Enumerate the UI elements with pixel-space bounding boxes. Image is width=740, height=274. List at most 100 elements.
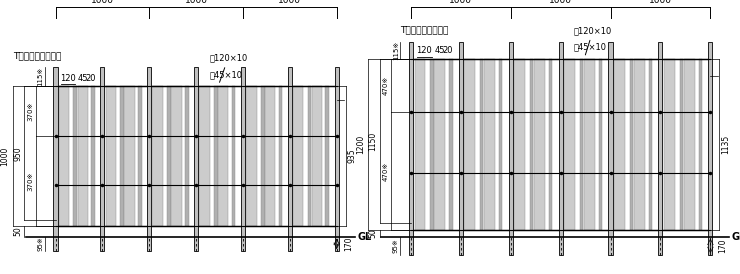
Text: 板120×10: 板120×10 [574, 26, 612, 55]
Bar [508, 42, 513, 255]
Text: 935: 935 [348, 149, 357, 164]
Text: 370※: 370※ [27, 171, 33, 190]
Text: 1000: 1000 [449, 0, 472, 5]
Bar [241, 67, 245, 251]
Bar [414, 59, 425, 230]
Bar [430, 59, 434, 230]
Bar [56, 86, 337, 226]
Text: 170: 170 [344, 237, 353, 251]
Bar [565, 59, 575, 230]
Bar [708, 42, 713, 255]
Bar [630, 59, 633, 230]
Text: GL: GL [357, 232, 371, 242]
Bar [411, 59, 710, 230]
Text: 板45×10: 板45×10 [574, 42, 607, 52]
Bar [499, 59, 502, 230]
Text: 470※: 470※ [383, 162, 388, 181]
Text: 120: 120 [60, 74, 76, 83]
Bar [147, 67, 151, 251]
Bar [326, 86, 329, 226]
Text: 1200: 1200 [356, 135, 365, 154]
Bar [599, 59, 602, 230]
Bar [288, 67, 292, 251]
Bar [91, 86, 95, 226]
Bar [232, 86, 235, 226]
Bar [260, 86, 264, 226]
Bar [408, 42, 413, 255]
Bar [634, 59, 645, 230]
Bar [579, 59, 583, 230]
Bar [152, 86, 163, 226]
Text: 20: 20 [85, 74, 95, 83]
Bar [699, 59, 702, 230]
Text: 115※: 115※ [393, 41, 399, 60]
Text: 20: 20 [443, 46, 453, 55]
Bar [459, 42, 462, 255]
Bar [185, 86, 189, 226]
Text: 1000: 1000 [1, 147, 10, 166]
Text: 1000: 1000 [649, 0, 672, 5]
Bar [214, 86, 218, 226]
Bar [530, 59, 534, 230]
Bar [534, 59, 545, 230]
Bar [106, 86, 116, 226]
Text: 1000: 1000 [91, 0, 114, 5]
Bar [293, 86, 303, 226]
Text: 1150: 1150 [369, 132, 377, 151]
Bar [265, 86, 275, 226]
Bar [465, 59, 475, 230]
Text: 50: 50 [13, 227, 22, 236]
Bar [194, 67, 198, 251]
Text: 470※: 470※ [383, 76, 388, 95]
Bar [246, 86, 257, 226]
Bar [585, 59, 595, 230]
Text: T－１２　柱３５角: T－１２ 柱３５角 [400, 25, 448, 34]
Text: 95※: 95※ [38, 236, 44, 251]
Bar [480, 59, 483, 230]
Bar [279, 86, 283, 226]
Bar [411, 59, 710, 230]
Bar [449, 59, 453, 230]
Text: 45: 45 [434, 46, 445, 55]
Bar [171, 86, 181, 226]
Text: 95※: 95※ [393, 239, 399, 253]
Bar [659, 42, 662, 255]
Text: 1000: 1000 [278, 0, 301, 5]
Bar [138, 86, 142, 226]
Text: T－１０　柱３５角: T－１０ 柱３５角 [13, 51, 61, 60]
Text: 板120×10: 板120×10 [209, 53, 247, 82]
Text: 120: 120 [417, 46, 432, 55]
Bar [434, 59, 445, 230]
Bar [58, 86, 69, 226]
Text: 950: 950 [13, 146, 22, 161]
Text: 板45×10: 板45×10 [209, 70, 242, 79]
Bar [334, 67, 339, 251]
Bar [308, 86, 312, 226]
Bar [559, 42, 562, 255]
Text: 1000: 1000 [549, 0, 572, 5]
Text: GL: GL [731, 232, 740, 242]
Bar [614, 59, 625, 230]
Bar [199, 86, 209, 226]
Bar [648, 59, 653, 230]
Text: 370※: 370※ [27, 101, 33, 121]
Bar [684, 59, 695, 230]
Bar [167, 86, 171, 226]
Text: 170: 170 [718, 239, 727, 253]
Bar [679, 59, 683, 230]
Bar [485, 59, 495, 230]
Bar [73, 86, 77, 226]
Bar [549, 59, 553, 230]
Bar [53, 67, 58, 251]
Text: 50: 50 [369, 229, 377, 238]
Bar [56, 86, 337, 226]
Text: 115※: 115※ [38, 67, 44, 86]
Text: 1000: 1000 [184, 0, 208, 5]
Bar [101, 67, 104, 251]
Text: 45: 45 [78, 74, 88, 83]
Bar [608, 42, 613, 255]
Bar [514, 59, 525, 230]
Bar [218, 86, 229, 226]
Bar [120, 86, 124, 226]
Bar [124, 86, 135, 226]
